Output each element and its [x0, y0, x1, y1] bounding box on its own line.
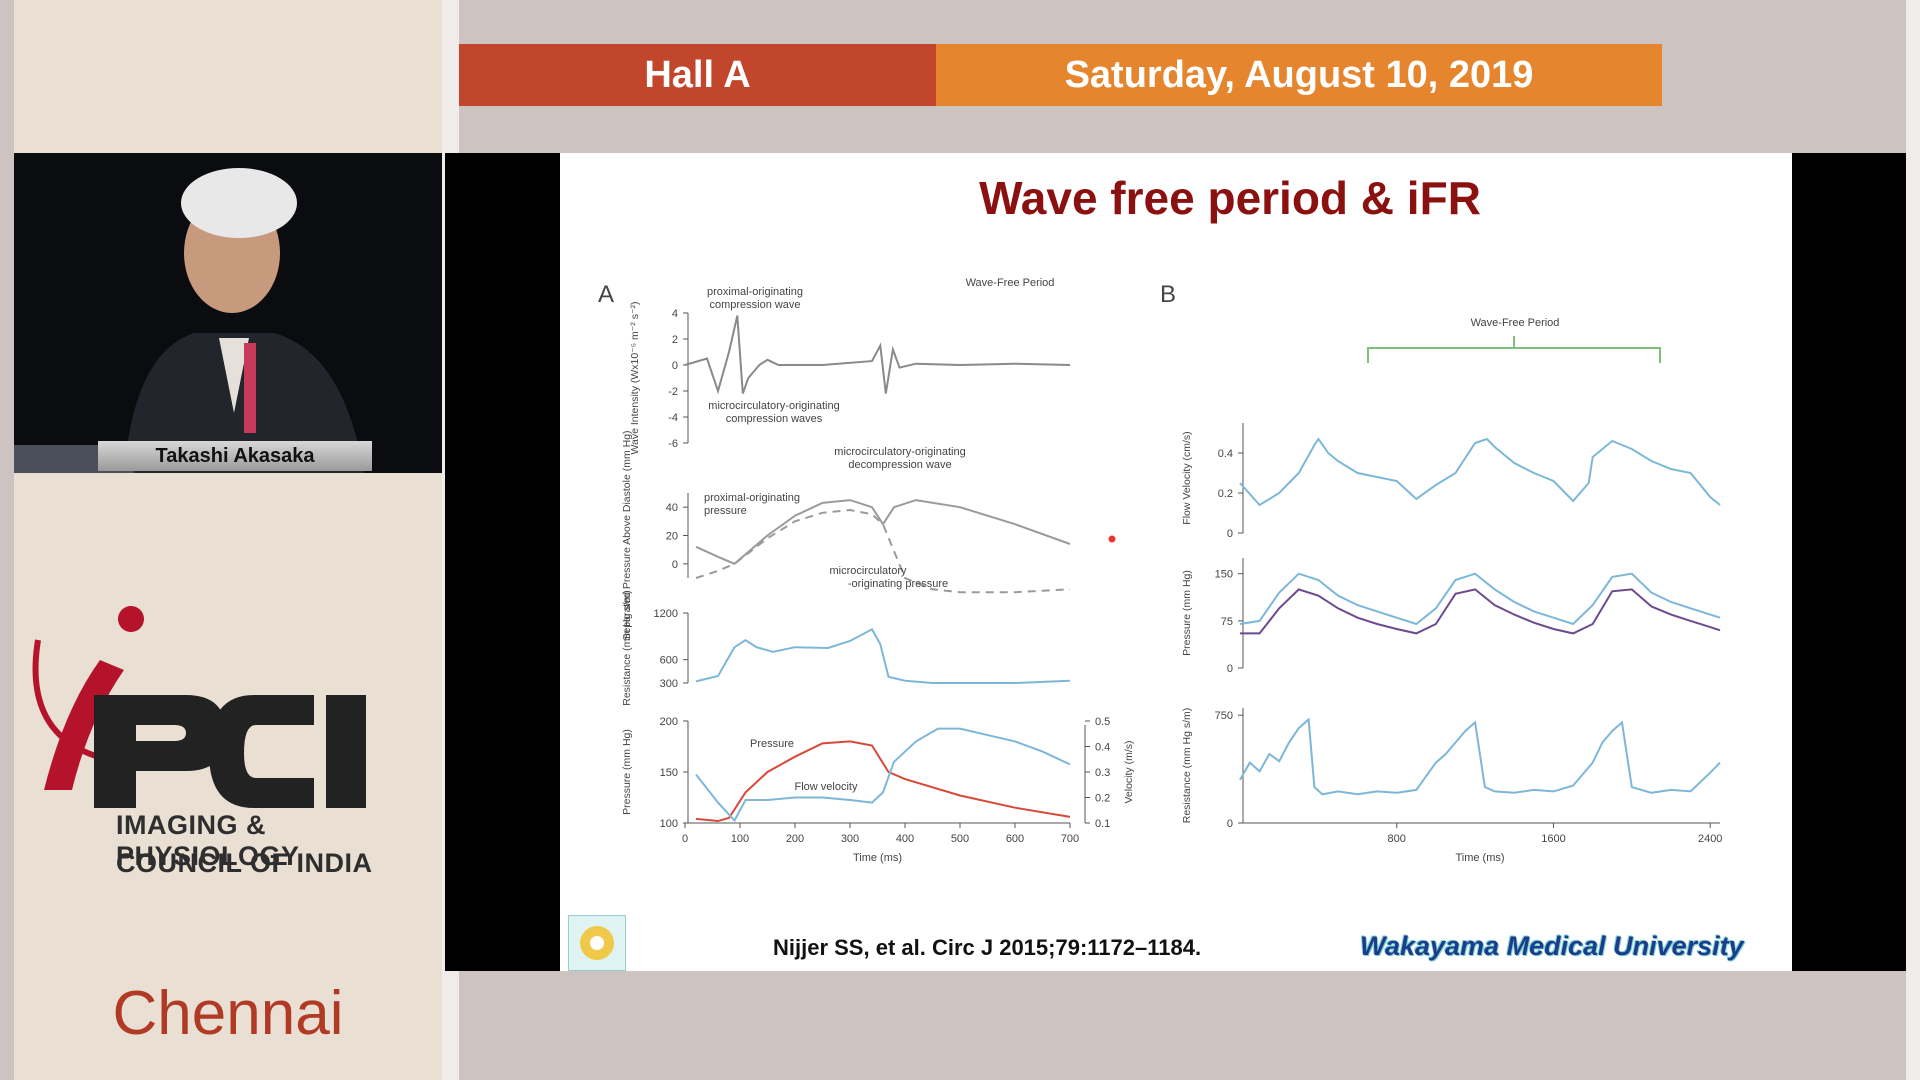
x-tick-label: 600: [1006, 833, 1024, 845]
speaker-nameplate: Takashi Akasaka: [98, 441, 372, 471]
y2-axis-label: Velocity (m/s): [1123, 740, 1135, 803]
speaker-figure: [14, 153, 442, 473]
x-tick-label: 1600: [1541, 833, 1565, 845]
ipci-logo-mark: [32, 606, 366, 808]
y-tick-label: 20: [666, 531, 678, 543]
y-axis-label: Separated Pressure Above Diastole (mm Hg…: [621, 430, 633, 640]
y-tick-label: 75: [1221, 616, 1233, 628]
y2-tick-label: 0.2: [1095, 793, 1110, 805]
y-axis-label: Resistance (mm Hg s/m): [1181, 708, 1193, 824]
right-edge-bar: [1906, 0, 1920, 1080]
speaker-video: Takashi Akasaka: [14, 153, 442, 473]
x-tick-label: 300: [841, 833, 859, 845]
y-tick-label: -2: [668, 386, 678, 398]
y-tick-label: 0.2: [1218, 488, 1233, 500]
y-tick-label: 4: [672, 308, 678, 320]
annotation: pressure: [704, 505, 747, 517]
annotation: microcirculatory: [829, 565, 907, 577]
y2-tick-label: 0.5: [1095, 716, 1110, 728]
y-tick-label: 0: [1227, 663, 1233, 675]
y-axis-label: Pressure (mm Hg): [1181, 570, 1193, 656]
x-tick-label: 500: [951, 833, 969, 845]
slide-title: Wave free period & iFR: [979, 172, 1481, 224]
x-tick-label: 700: [1061, 833, 1079, 845]
annotation: proximal-originating: [707, 286, 803, 298]
panel-b-label: B: [1160, 281, 1177, 308]
x-tick-label: 2400: [1698, 833, 1722, 845]
chart-title: Wave-Free Period: [1471, 317, 1560, 329]
x-axis-label: Time (ms): [1455, 852, 1504, 864]
series-label-flow-velocity: Flow velocity: [795, 781, 858, 793]
date-banner: Saturday, August 10, 2019: [936, 44, 1662, 106]
y-tick-label: 0: [672, 559, 678, 571]
annotation: compression waves: [726, 413, 823, 425]
y-tick-label: 200: [660, 716, 678, 728]
x-tick-label: 0: [682, 833, 688, 845]
citation: Nijjer SS, et al. Circ J 2015;79:1172–11…: [773, 935, 1202, 960]
y-tick-label: -6: [668, 438, 678, 450]
logo-line1: IMAGING & PHYSIOLOGY: [116, 810, 300, 871]
series-line: [695, 627, 1071, 684]
y-tick-label: 600: [660, 655, 678, 667]
y-axis-label: Pressure (mm Hg): [621, 729, 633, 815]
annotation: decompression wave: [848, 459, 951, 471]
university-emblem-icon: [568, 915, 626, 971]
y-axis-label: Resistance (mm Hg s/m): [621, 590, 633, 706]
annotation: compression wave: [709, 299, 800, 311]
series-line: [1239, 717, 1721, 796]
y-axis-label: Wave Intensity (Wx10⁻⁵ m⁻² s⁻²): [629, 301, 641, 454]
y2-tick-label: 0.3: [1095, 767, 1110, 779]
x-tick-label: 400: [896, 833, 914, 845]
series-line: [1239, 437, 1721, 507]
series-label-pressure: Pressure: [750, 738, 794, 750]
y-tick-label: 750: [1215, 710, 1233, 722]
y-tick-label: 0.4: [1218, 448, 1233, 460]
series-line: [695, 508, 1071, 594]
ipci-logo: IMAGING & PHYSIOLOGY COUNCIL OF INDIA: [14, 590, 442, 890]
annotation: proximal-originating: [704, 492, 800, 504]
laser-pointer: [1107, 534, 1117, 544]
y-tick-label: 0: [1227, 818, 1233, 830]
y-tick-label: 1200: [654, 608, 678, 620]
y-tick-label: 0: [1227, 528, 1233, 540]
series-line: [684, 315, 1071, 395]
x-axis-label: Time (ms): [853, 852, 902, 864]
series-line: [1240, 588, 1721, 635]
annotation: microcirculatory-originating: [834, 446, 965, 458]
y-tick-label: 2: [672, 334, 678, 346]
series-line: [695, 727, 1071, 823]
y2-tick-label: 0.1: [1095, 818, 1110, 830]
annotation: -originating pressure: [848, 578, 948, 590]
chart-title: Wave-Free Period: [966, 277, 1055, 289]
wave-free-bracket: [1367, 336, 1661, 363]
city-label: Chennai: [112, 979, 344, 1048]
y-tick-label: 0: [672, 360, 678, 372]
y2-tick-label: 0.4: [1095, 742, 1110, 754]
y-tick-label: 40: [666, 502, 678, 514]
slide: Wave free period & iFR A B 4 2 0 -2 -4 -6 Wave…: [560, 153, 1792, 971]
panel-a-label: A: [598, 281, 615, 308]
y-tick-label: 100: [660, 818, 678, 830]
series-line: [1239, 572, 1721, 626]
y-axis-label: Flow Velocity (cm/s): [1181, 431, 1193, 524]
y-tick-label: 300: [660, 678, 678, 690]
y-tick-label: 150: [660, 767, 678, 779]
series-line: [695, 740, 1071, 823]
y-tick-label: -4: [668, 412, 678, 424]
x-tick-label: 100: [731, 833, 749, 845]
annotation: microcirculatory-originating: [708, 400, 839, 412]
y-tick-label: 150: [1215, 569, 1233, 581]
x-tick-label: 800: [1388, 833, 1406, 845]
university-name: Wakayama Medical University: [1360, 931, 1744, 961]
hall-banner: Hall A: [459, 44, 936, 106]
x-tick-label: 200: [786, 833, 804, 845]
logo-line2: COUNCIL OF INDIA: [116, 848, 373, 878]
series-line: [695, 499, 1071, 565]
